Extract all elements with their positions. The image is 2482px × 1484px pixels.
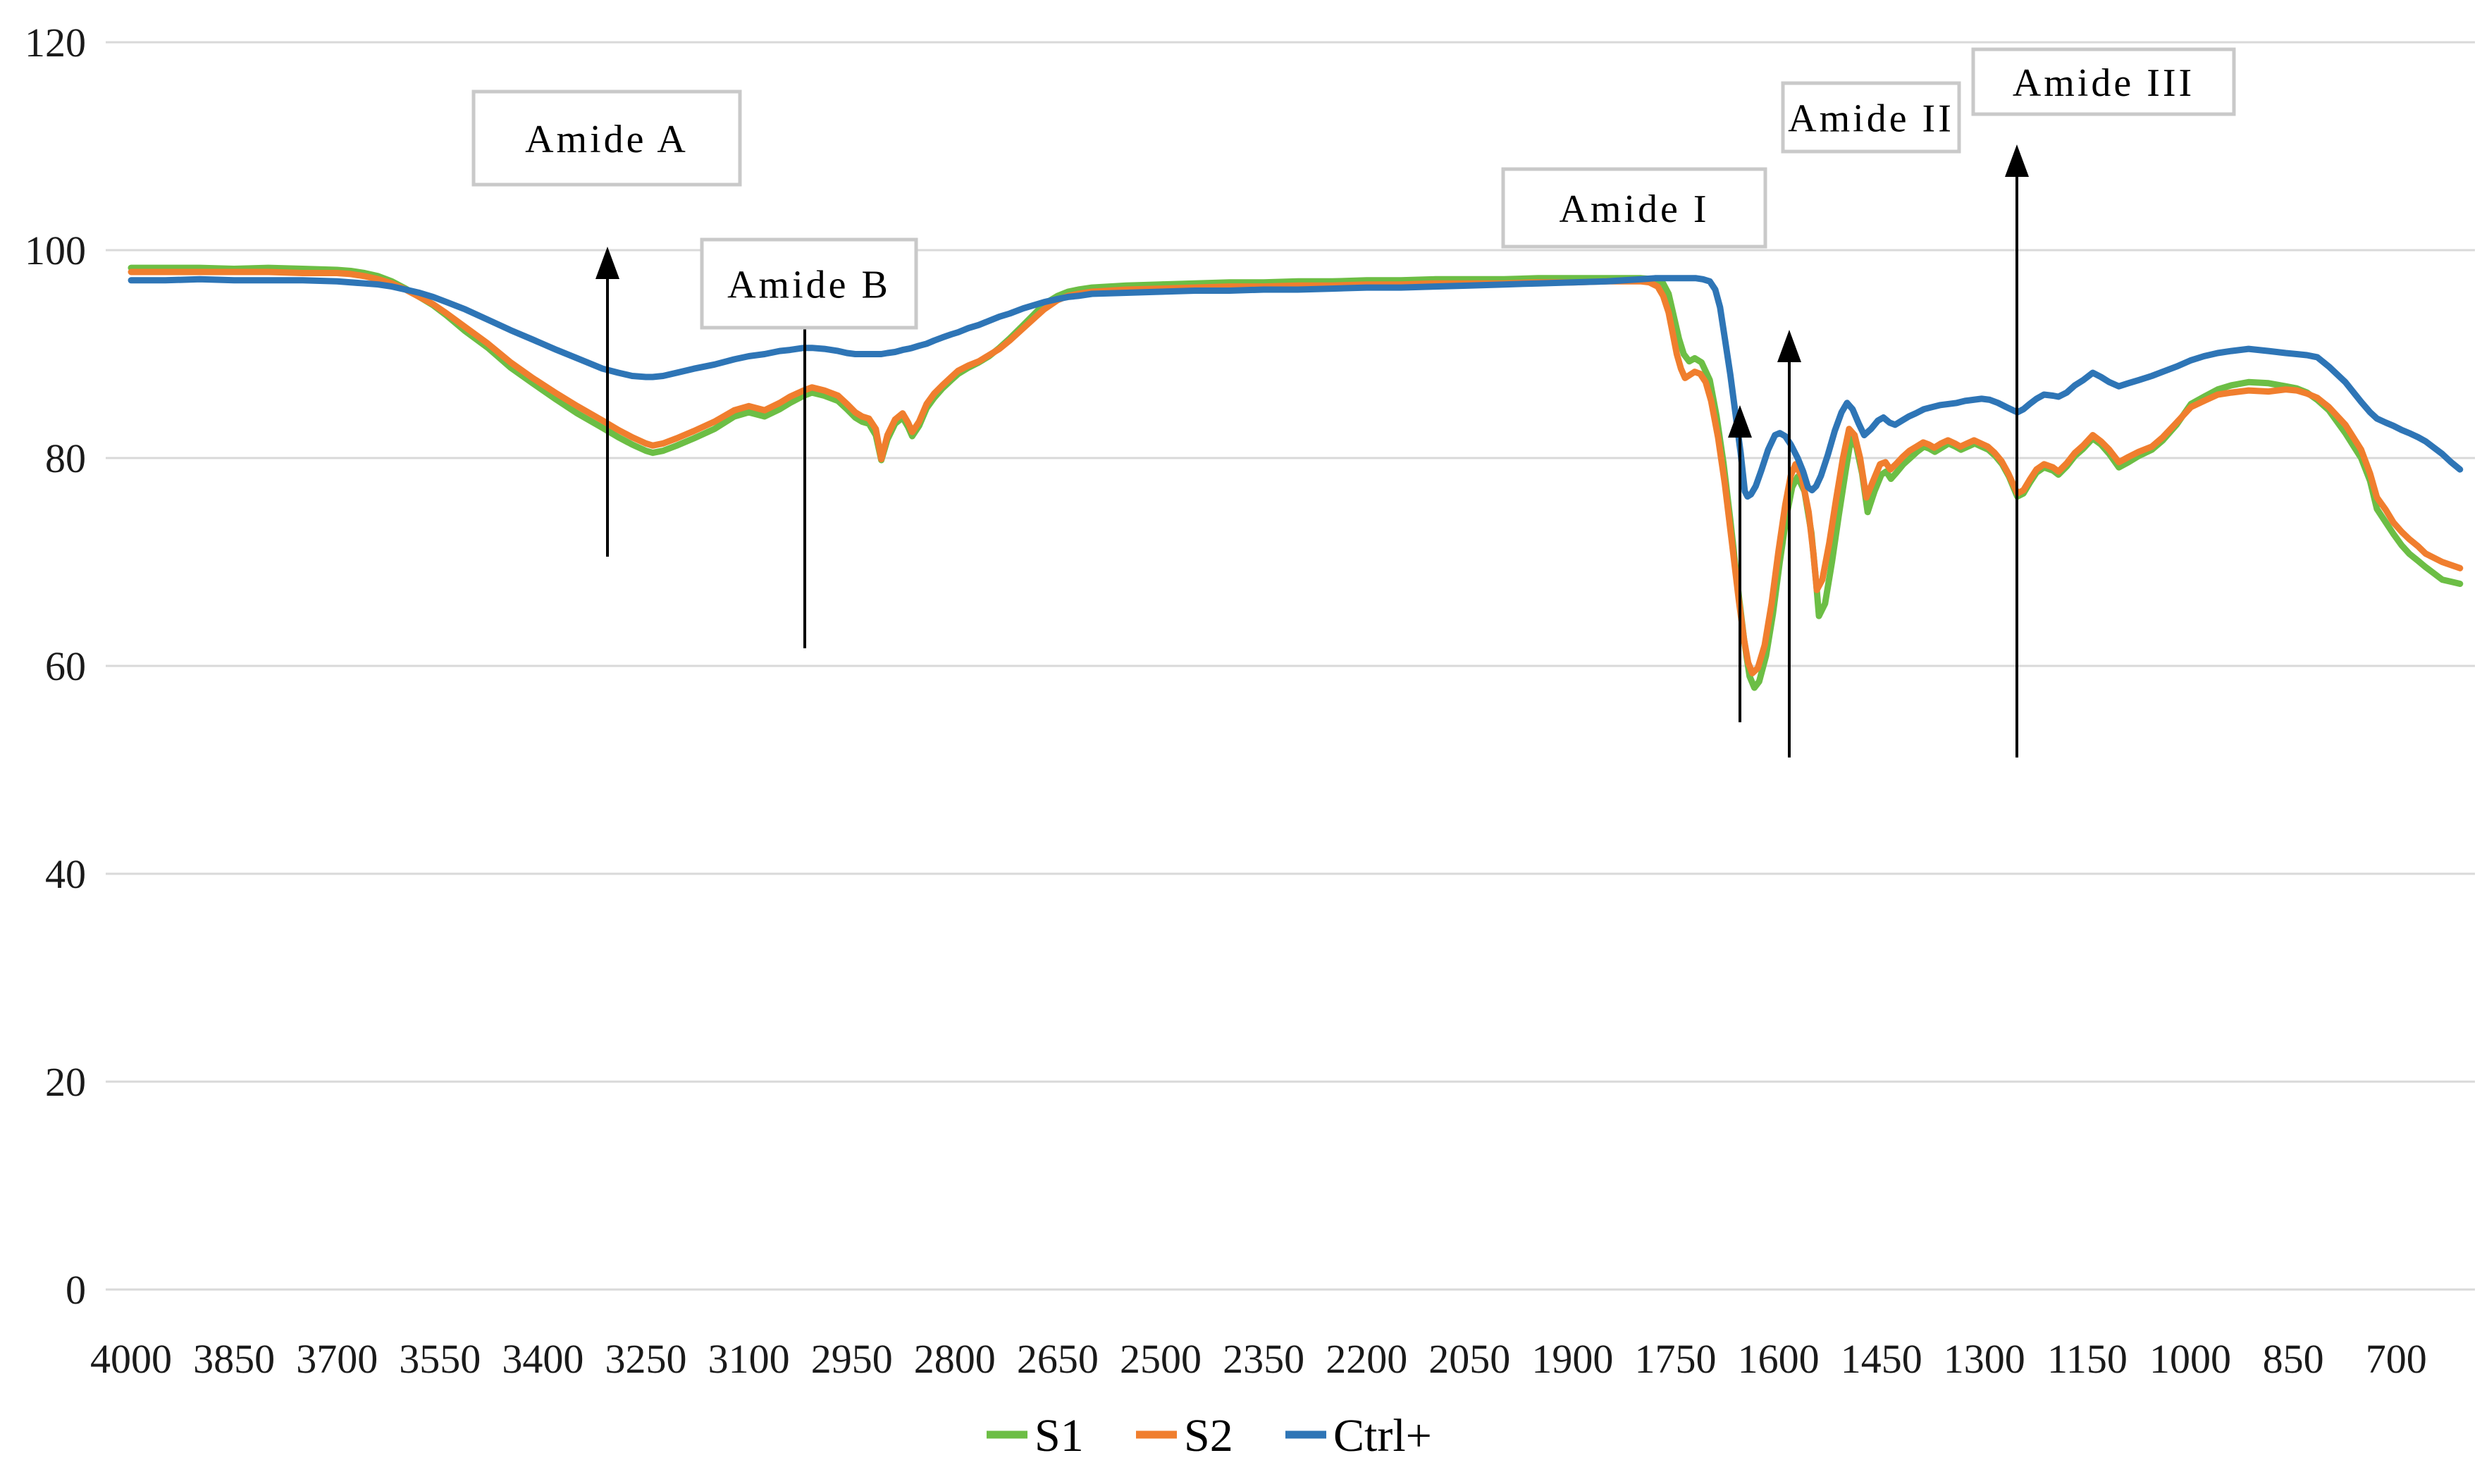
x-axis-tick-label: 2800 [914,1336,996,1382]
y-axis-tick-label: 60 [45,643,86,689]
series-line-s2 [128,268,2464,676]
x-axis-tick-label: 3550 [399,1336,481,1382]
x-axis-tick-label: 1900 [1531,1336,1613,1382]
x-axis-tick-label: 2500 [1120,1336,1202,1382]
amide-iii-label-box [1971,47,2236,116]
amide-b-label-text: Amide B [727,264,891,307]
x-axis-tick-label: 3250 [605,1336,687,1382]
y-axis-tick-label: 40 [45,851,86,897]
legend-label-s1: S1 [1035,1410,1084,1461]
y-axis-tick-label: 120 [25,20,86,66]
amide-ii-arrow-head [1777,330,1801,362]
x-axis-tick-label: 1150 [2047,1336,2128,1382]
x-axis-tick-label: 2050 [1428,1336,1510,1382]
amide-a-label-box [471,89,742,187]
x-axis-tick-label: 1000 [2149,1336,2231,1382]
x-axis-tick-label: 2200 [1326,1336,1407,1382]
x-axis-tick-label: 2650 [1017,1336,1099,1382]
y-axis-tick-label: 20 [45,1059,86,1105]
x-axis-tick-label: 850 [2263,1336,2324,1382]
x-axis-tick-label: 2950 [811,1336,893,1382]
y-axis-tick-label: 80 [45,435,86,481]
amide-ii-label-text: Amide II [1788,97,1954,141]
amide-a-arrow-head [595,247,619,279]
x-axis-tick-label: 3700 [296,1336,378,1382]
amide-i-label-text: Amide I [1559,187,1709,231]
x-axis-tick-label: 2350 [1223,1336,1304,1382]
x-axis-tick-label: 1300 [1944,1336,2025,1382]
x-axis-tick-label: 1750 [1635,1336,1717,1382]
x-axis-tick-label: 3400 [502,1336,584,1382]
amide-ii-label-box [1781,81,1961,154]
amide-i-arrow-head [1728,405,1752,438]
amide-a-label-text: Amide A [525,118,689,161]
x-axis-tick-label: 1450 [1841,1336,1922,1382]
amide-b-label-box [700,237,918,330]
legend-label-s2: S2 [1184,1410,1233,1461]
legend-label-ctrl: Ctrl+ [1333,1410,1432,1461]
amide-iii-label-text: Amide III [2013,61,2194,105]
amide-iii-arrow-head [2005,144,2029,177]
x-axis-tick-label: 3850 [193,1336,275,1382]
y-axis-tick-label: 100 [25,228,86,273]
y-axis-tick-label: 0 [66,1267,86,1313]
x-axis-tick-label: 700 [2366,1336,2427,1382]
series-line-ctrl [128,275,2464,500]
x-axis-tick-label: 4000 [90,1336,172,1382]
amide-i-label-box [1501,167,1767,249]
x-axis-tick-label: 3100 [708,1336,790,1382]
x-axis-tick-label: 1600 [1738,1336,1820,1382]
